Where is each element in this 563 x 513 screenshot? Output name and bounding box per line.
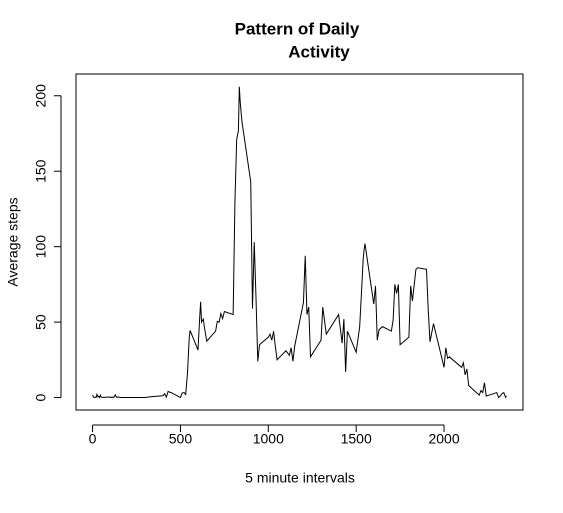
x-tick-label: 0 bbox=[89, 431, 97, 447]
chart-title: Activity bbox=[288, 42, 350, 61]
x-axis-label: 5 minute intervals bbox=[245, 470, 355, 486]
plot-box bbox=[75, 73, 524, 411]
x-tick-label: 500 bbox=[169, 431, 193, 447]
y-tick-label: 200 bbox=[33, 84, 49, 108]
chart-title: Pattern of Daily bbox=[235, 19, 360, 38]
x-tick-label: 1000 bbox=[253, 431, 284, 447]
x-tick-label: 1500 bbox=[341, 431, 372, 447]
data-line bbox=[92, 86, 507, 399]
y-axis-label: Average steps bbox=[5, 197, 21, 286]
y-tick-label: 100 bbox=[33, 235, 49, 259]
y-tick-label: 0 bbox=[33, 393, 49, 401]
x-tick-label: 2000 bbox=[428, 431, 459, 447]
y-tick-label: 150 bbox=[33, 159, 49, 183]
y-tick-label: 50 bbox=[33, 314, 49, 330]
